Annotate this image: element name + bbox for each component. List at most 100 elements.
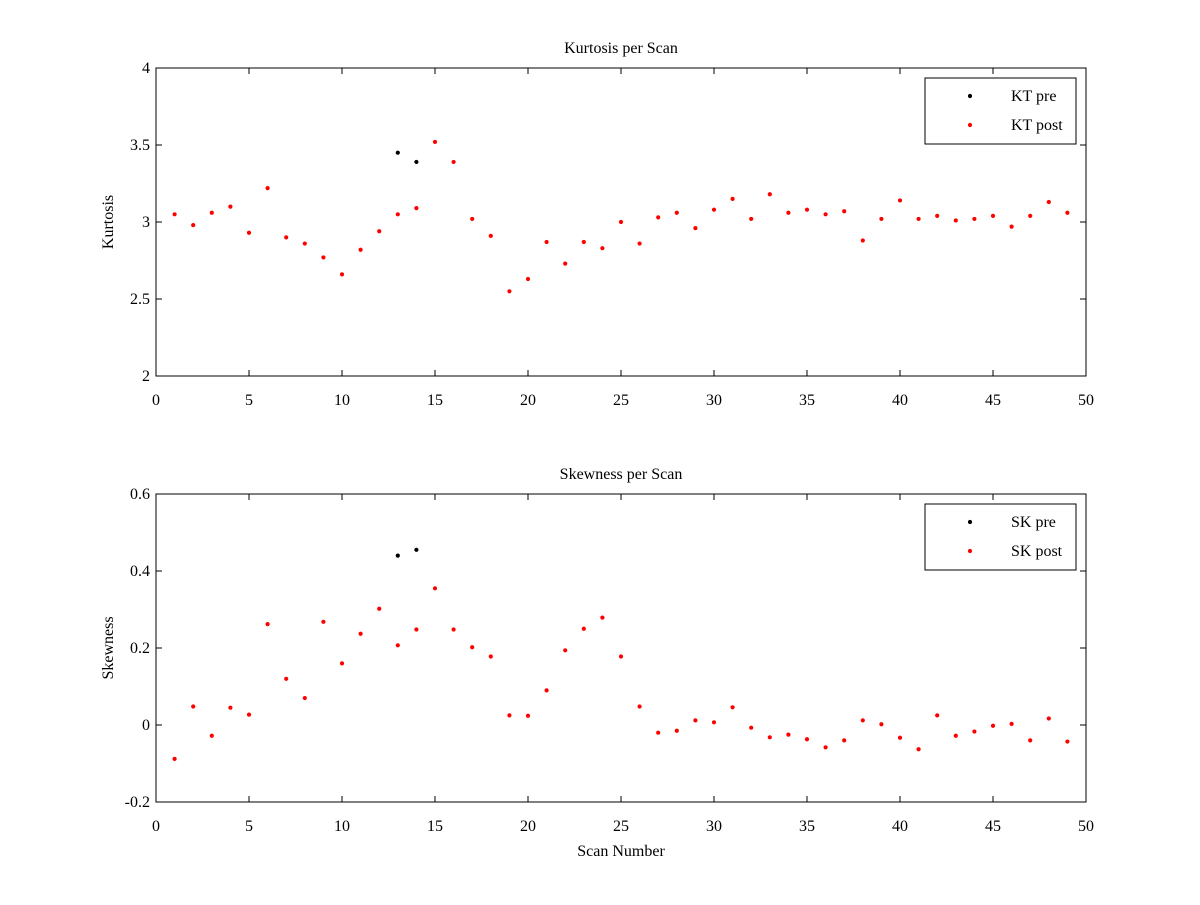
skewness-x-tick-label: 45 [985, 818, 1001, 835]
skewness-x-tick-label: 50 [1078, 818, 1094, 835]
skewness-x-tick-label: 40 [892, 818, 908, 835]
kurtosis-point-kt-post [246, 230, 252, 235]
kurtosis-point-kt-post [432, 139, 438, 145]
skewness-x-tick-label: 30 [706, 818, 722, 835]
skewness-x-axis-label: Scan Number [577, 843, 665, 860]
skewness-legend-marker-sk-post [967, 548, 973, 554]
skewness-point-sk-post [172, 756, 177, 761]
kurtosis-point-kt-post [544, 239, 549, 245]
kurtosis-point-kt-post [972, 216, 977, 222]
skewness-legend [924, 503, 1077, 571]
skewness-point-sk-post [1046, 716, 1051, 721]
skewness-y-tick-label: -0.2 [125, 794, 150, 811]
skewness-point-sk-post [302, 695, 307, 701]
kurtosis-y-axis-label: Kurtosis [100, 195, 117, 249]
kurtosis-point-kt-post [1028, 213, 1033, 218]
skewness-point-sk-post [228, 705, 233, 710]
kurtosis-y-tick-label: 3.5 [130, 137, 150, 154]
skewness-point-sk-post [544, 688, 549, 693]
kurtosis-legend-marker-kt-post [967, 122, 973, 128]
kurtosis-point-kt-post [265, 186, 270, 191]
kurtosis-legend-marker-kt-pre [967, 93, 973, 99]
kurtosis-legend-label-kt-pre: KT pre [1011, 88, 1056, 105]
skewness-point-sk-post [414, 627, 419, 632]
skewness-y-axis-label: Skewness [100, 616, 117, 679]
skewness-point-sk-post [823, 745, 828, 750]
skewness-point-sk-post [842, 738, 847, 743]
kurtosis-point-kt-post [284, 235, 289, 240]
kurtosis-point-kt-post [1065, 210, 1070, 215]
skewness-point-sk-post [525, 713, 531, 718]
skewness-point-sk-post [637, 704, 642, 709]
skewness-point-sk-post [749, 725, 754, 730]
kurtosis-y-tick-label: 2 [142, 368, 150, 385]
skewness-point-sk-post [191, 704, 196, 709]
skewness-point-sk-post [321, 619, 326, 624]
kurtosis-point-kt-post [470, 216, 475, 222]
kurtosis-point-kt-post [674, 210, 679, 215]
kurtosis-point-kt-post [730, 196, 735, 201]
kurtosis-x-tick-label: 45 [985, 392, 1001, 409]
kurtosis-point-kt-post [749, 216, 754, 222]
kurtosis-point-kt-post [879, 216, 884, 222]
skewness-y-tick-label: 0 [142, 717, 150, 734]
kurtosis-x-tick-label: 15 [427, 392, 443, 409]
kurtosis-point-kt-post [990, 213, 996, 218]
kurtosis-point-kt-post [897, 198, 903, 203]
kurtosis-point-kt-post [377, 229, 382, 234]
skewness-x-tick-label: 0 [152, 818, 160, 835]
kurtosis-point-kt-post [823, 212, 828, 217]
skewness-point-sk-post [377, 606, 382, 611]
skewness-point-sk-post [395, 643, 400, 648]
skewness-point-sk-post [730, 705, 735, 710]
skewness-point-sk-post [693, 718, 698, 723]
kurtosis-point-kt-post [209, 210, 214, 215]
kurtosis-x-tick-label: 5 [245, 392, 253, 409]
kurtosis-point-kt-post [302, 241, 307, 246]
skewness-point-sk-post [860, 718, 865, 723]
skewness-point-sk-post [935, 713, 940, 718]
kurtosis-point-kt-post [656, 215, 661, 220]
kurtosis-x-tick-label: 25 [613, 392, 629, 409]
skewness-legend-label-sk-post: SK post [1011, 543, 1063, 560]
skewness-point-sk-post [284, 676, 289, 681]
skewness-point-sk-post [656, 730, 661, 735]
skewness-point-sk-post [804, 737, 810, 742]
kurtosis-x-tick-label: 20 [520, 392, 536, 409]
skewness-point-sk-post [990, 723, 996, 728]
kurtosis-point-kt-post [172, 212, 177, 217]
kurtosis-point-kt-post [507, 289, 512, 294]
skewness-legend-marker-sk-pre [967, 519, 973, 525]
kurtosis-point-kt-post [358, 247, 363, 252]
skewness-x-tick-label: 5 [245, 818, 253, 835]
kurtosis-x-tick-label: 0 [152, 392, 160, 409]
skewness-point-sk-post [507, 713, 512, 718]
kurtosis-point-kt-post [935, 213, 940, 218]
skewness-point-sk-post [563, 648, 568, 653]
kurtosis-y-tick-label: 3 [142, 214, 150, 231]
kurtosis-point-kt-pre [395, 150, 400, 155]
kurtosis-point-kt-post [637, 241, 642, 246]
kurtosis-point-kt-post [488, 233, 493, 238]
kurtosis-point-kt-post [451, 159, 456, 165]
kurtosis-y-tick-label: 4 [142, 60, 150, 77]
kurtosis-point-kt-post [693, 226, 698, 231]
skewness-y-tick-label: 0.2 [130, 640, 150, 657]
skewness-chart-title: Skewness per Scan [560, 466, 683, 483]
kurtosis-point-kt-post [860, 238, 865, 243]
skewness-point-sk-post [786, 732, 791, 737]
skewness-x-tick-label: 25 [613, 818, 629, 835]
skewness-point-sk-post [470, 645, 475, 650]
skewness-point-sk-post [953, 733, 958, 738]
kurtosis-point-kt-pre [414, 159, 419, 165]
skewness-x-tick-label: 20 [520, 818, 536, 835]
kurtosis-point-kt-post [228, 204, 233, 209]
kurtosis-point-kt-post [525, 276, 531, 282]
skewness-point-sk-post [972, 729, 977, 734]
skewness-point-sk-post [339, 661, 345, 666]
kurtosis-chart-title: Kurtosis per Scan [564, 40, 678, 57]
skewness-point-sk-post [897, 735, 903, 740]
kurtosis-point-kt-post [600, 246, 605, 251]
